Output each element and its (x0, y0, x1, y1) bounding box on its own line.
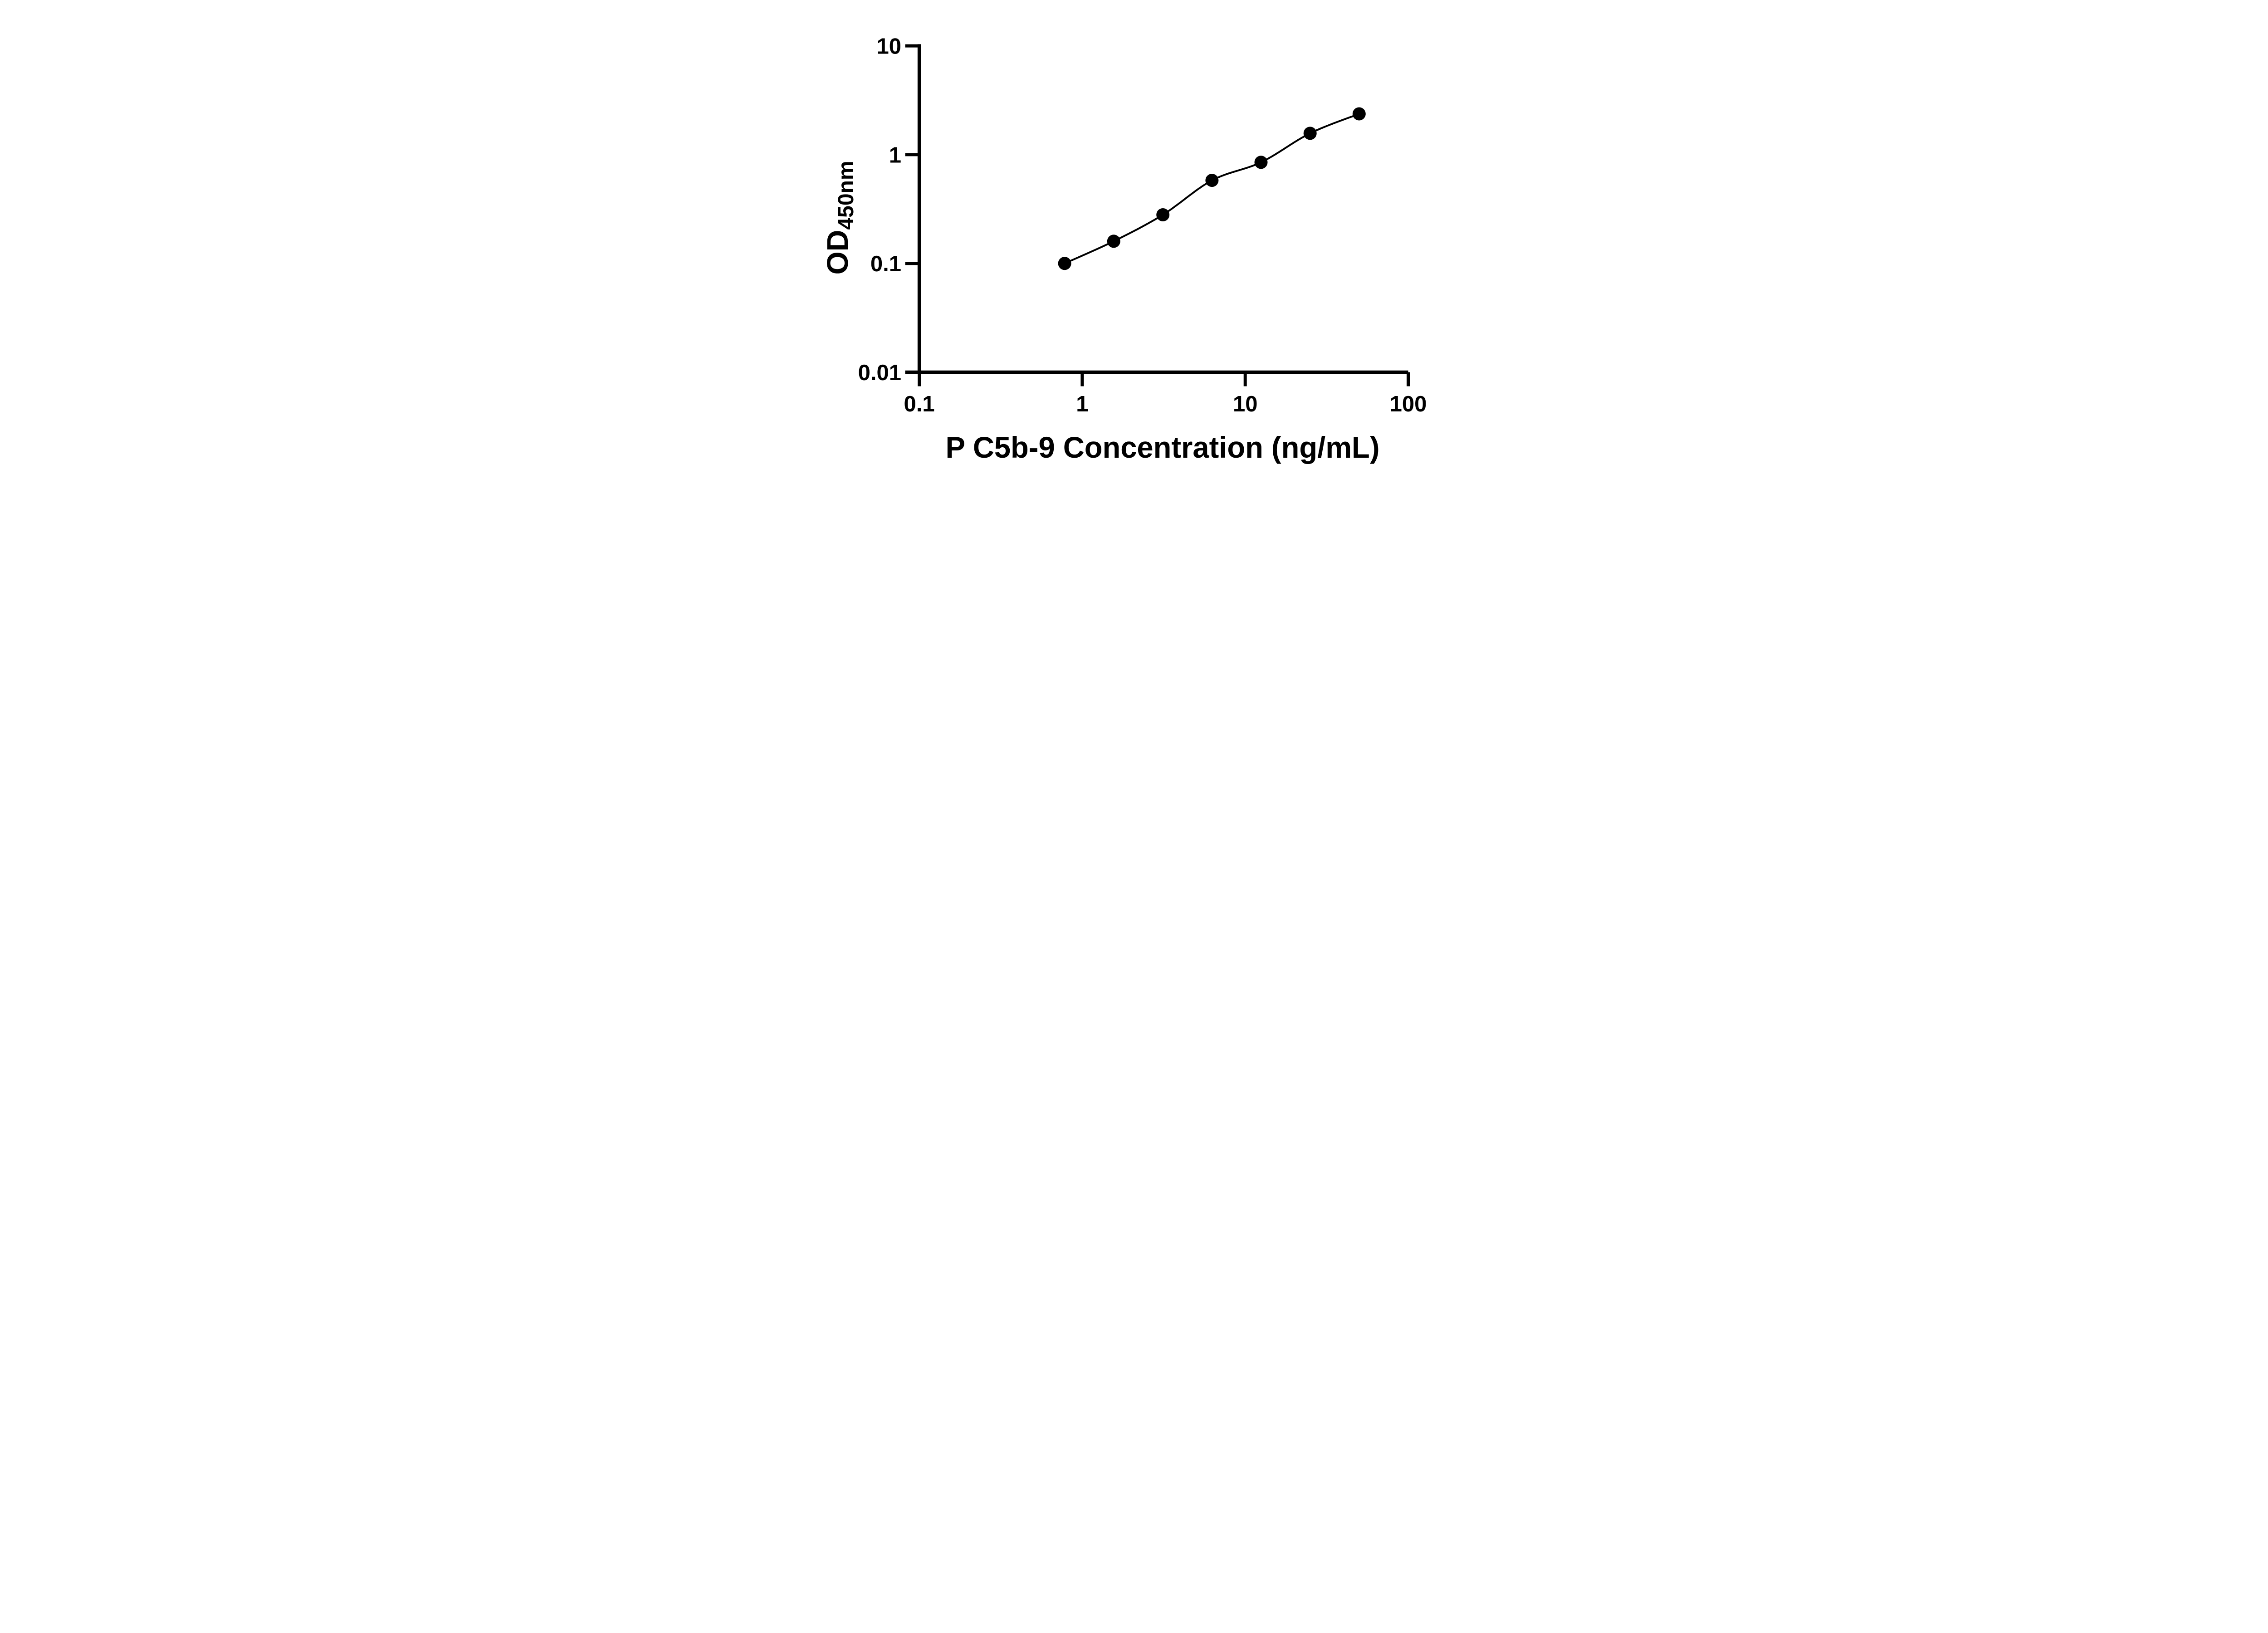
y-tick-label: 10 (876, 34, 901, 59)
y-tick-label: 1 (889, 143, 901, 167)
x-axis-title: P C5b-9 Concentration (ng/mL) (946, 430, 1380, 464)
x-tick-label: 100 (1390, 392, 1427, 416)
figure: 10 1 0.1 0.01 0.1 1 10 100 P C5b-9 Concentratio… (784, 0, 1484, 490)
data-point-marker (1107, 235, 1120, 248)
y-axis-title: OD450nm (821, 161, 858, 274)
data-point-marker (1058, 257, 1071, 270)
x-tick-label: 0.1 (904, 392, 935, 416)
x-tick-label: 1 (1076, 392, 1088, 416)
data-point-marker (1303, 127, 1317, 140)
data-point-marker (1352, 107, 1366, 121)
axis-ticks (905, 44, 1410, 386)
data-point-marker (1254, 156, 1268, 169)
data-points (1058, 107, 1366, 270)
y-axis-title-subscript: 450nm (834, 161, 858, 230)
data-point-marker (1205, 174, 1219, 187)
y-tick-label: 0.01 (858, 361, 901, 385)
data-point-marker (1156, 208, 1170, 221)
axes (905, 44, 1408, 374)
y-axis-title-base: OD (821, 230, 854, 275)
x-tick-label: 10 (1233, 392, 1258, 416)
y-tick-label: 0.1 (870, 252, 901, 276)
